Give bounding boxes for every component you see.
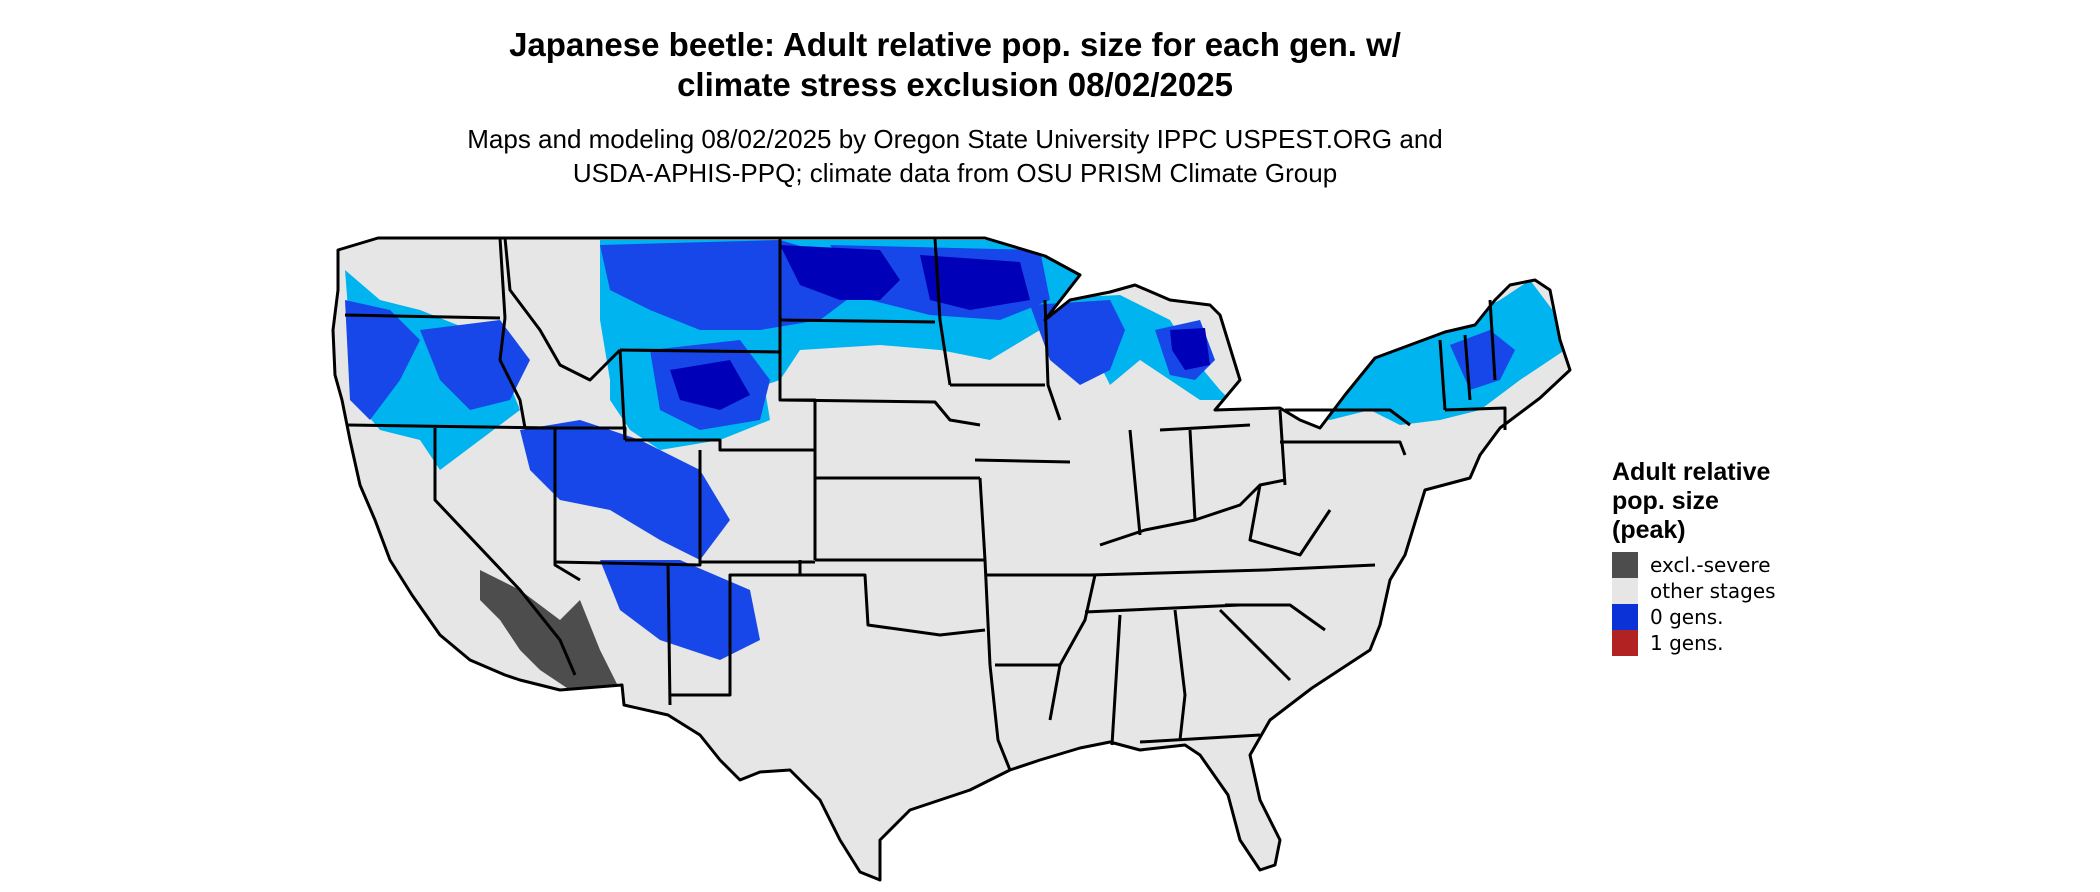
legend-title-line2: pop. size: [1612, 487, 1719, 515]
chart-subtitle-line1: Maps and modeling 08/02/2025 by Oregon S…: [467, 124, 1443, 154]
border-nd-sd: [779, 318, 936, 324]
border-az-nm: [666, 564, 672, 706]
border-il-in: [1128, 429, 1142, 536]
legend-item-0-gens: 0 gens.: [1612, 604, 1724, 630]
border-ia-mo: [974, 458, 1071, 464]
legend-swatch-1-gens: [1612, 630, 1638, 656]
border-ok-ar: [983, 559, 992, 666]
border-pa-ny: [1285, 408, 1411, 427]
legend-label-excl-severe: excl.-severe: [1650, 553, 1771, 577]
blue-zone-oregon: [345, 300, 420, 420]
border-ga-fl: [1139, 733, 1261, 744]
border-id-wy: [618, 349, 627, 441]
legend-item-other-stages: other stages: [1612, 578, 1776, 604]
border-oh-pa: [1278, 409, 1287, 486]
dark-blue-zone-montana: [780, 245, 900, 300]
border-ut-co-az-nm: [554, 450, 702, 567]
border-id-mt: [503, 237, 622, 382]
border-nh-me: [1488, 299, 1497, 381]
border-or-id: [498, 317, 527, 429]
legend-swatch-excl-severe: [1612, 552, 1638, 578]
border-mn-wi: [1043, 299, 1062, 421]
legend-swatch-other-stages: [1612, 578, 1638, 604]
border-wa-or: [344, 313, 501, 320]
light-blue-zone-northeast: [1300, 280, 1565, 425]
border-ar-ms: [1048, 574, 1097, 721]
border-in-oh: [1188, 429, 1197, 521]
legend-swatch-0-gens: [1612, 604, 1638, 630]
border-id-nv-ut: [525, 426, 627, 440]
border-nm-tx-ok: [798, 560, 986, 637]
chart-title-line1: Japanese beetle: Adult relative pop. siz…: [509, 26, 1401, 63]
border-ky-oh-wv: [1099, 478, 1286, 547]
border-ma-ct-ri: [1444, 406, 1507, 430]
exclusion-zone-southwest: [480, 570, 620, 700]
legend-item-1-gens: 1 gens.: [1612, 630, 1724, 656]
legend-label-0-gens: 0 gens.: [1650, 605, 1724, 629]
border-ks-mo: [978, 477, 987, 561]
legend-title-line1: Adult relative: [1612, 458, 1771, 486]
generation-shading: [345, 240, 1565, 700]
border-ca-nv: [433, 428, 577, 676]
border-nd-mn: [933, 237, 952, 386]
blue-zone-utah-colorado: [520, 420, 730, 560]
chart-title-line2: climate stress exclusion 08/02/2025: [677, 66, 1233, 103]
border-wa-id: [498, 237, 507, 319]
border-ga-sc: [1218, 608, 1292, 682]
border-wy-ut-co: [625, 438, 815, 452]
dark-blue-zone-michigan: [1170, 328, 1210, 370]
border-al-ga: [1173, 609, 1187, 741]
legend-label-other-stages: other stages: [1650, 579, 1776, 603]
border-ms-al: [1110, 614, 1122, 746]
border-sd-ne: [779, 398, 981, 427]
border-nc-sc: [1225, 603, 1326, 632]
border-vt-nh: [1463, 334, 1472, 401]
dark-blue-zone-wyoming: [670, 360, 750, 410]
border-va-wv: [1248, 484, 1332, 557]
border-pa-md-ny: [1280, 440, 1407, 456]
legend-label-1-gens: 1 gens.: [1650, 631, 1724, 655]
legend-item-excl-severe: excl.-severe: [1612, 552, 1771, 578]
blue-zone-new-mexico: [600, 560, 760, 660]
border-ny-vt: [1438, 339, 1447, 411]
us-outline: [331, 236, 1572, 882]
border-ky-tn: [1089, 563, 1376, 577]
legend-title-line3: (peak): [1612, 516, 1686, 544]
dark-blue-zone-north-dakota: [920, 255, 1030, 310]
border-mi-in-oh: [1159, 423, 1251, 432]
border-or-ca: [347, 423, 556, 430]
chart-subtitle-line2: USDA-APHIS-PPQ; climate data from OSU PR…: [572, 158, 1338, 188]
blue-zone-wisconsin: [1030, 300, 1125, 385]
border-mt-wy: [619, 348, 781, 354]
border-nv-ut: [553, 428, 581, 582]
border-tn-al-ga: [1084, 603, 1241, 614]
border-tx-la: [988, 664, 1012, 771]
state-borders: [331, 236, 1572, 882]
border-nm-tx: [670, 573, 800, 697]
